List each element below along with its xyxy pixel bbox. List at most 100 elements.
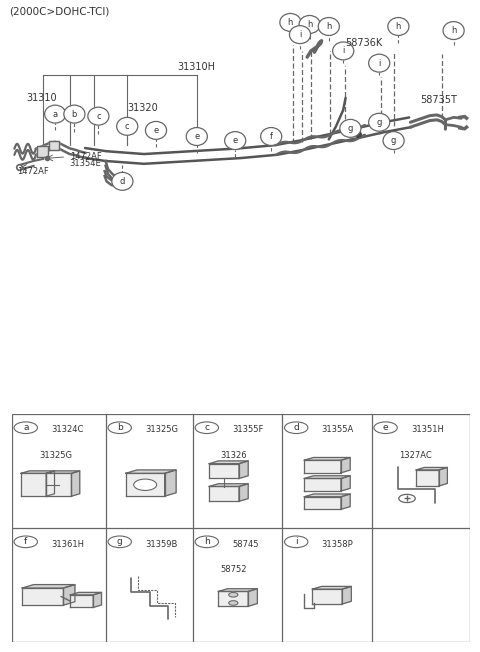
Text: 58735T: 58735T bbox=[420, 95, 457, 105]
Circle shape bbox=[280, 14, 301, 31]
Text: a: a bbox=[53, 110, 58, 119]
Text: c: c bbox=[96, 111, 101, 121]
Text: 31351H: 31351H bbox=[411, 426, 444, 434]
Text: f: f bbox=[270, 132, 273, 141]
Polygon shape bbox=[37, 146, 48, 157]
Text: i: i bbox=[342, 46, 344, 55]
Circle shape bbox=[369, 54, 390, 72]
Circle shape bbox=[14, 536, 37, 548]
Polygon shape bbox=[239, 484, 248, 501]
Circle shape bbox=[117, 117, 138, 136]
Polygon shape bbox=[248, 589, 257, 606]
Polygon shape bbox=[209, 484, 248, 486]
Polygon shape bbox=[63, 585, 75, 605]
Text: 31355A: 31355A bbox=[322, 426, 354, 434]
Text: h: h bbox=[307, 20, 312, 29]
Polygon shape bbox=[304, 460, 341, 473]
Text: g: g bbox=[376, 118, 382, 126]
Text: 31326: 31326 bbox=[221, 451, 247, 460]
Circle shape bbox=[195, 536, 218, 548]
Text: h: h bbox=[288, 18, 293, 27]
Polygon shape bbox=[46, 473, 72, 496]
Text: b: b bbox=[117, 423, 122, 432]
Text: 58752: 58752 bbox=[221, 565, 247, 574]
Text: 58736K: 58736K bbox=[346, 38, 383, 48]
Text: g: g bbox=[348, 124, 353, 133]
Polygon shape bbox=[416, 467, 447, 470]
Polygon shape bbox=[126, 470, 176, 473]
Text: c: c bbox=[125, 122, 130, 131]
Polygon shape bbox=[71, 595, 93, 608]
Polygon shape bbox=[21, 473, 46, 496]
Circle shape bbox=[195, 422, 218, 434]
Polygon shape bbox=[341, 494, 350, 509]
Circle shape bbox=[145, 121, 167, 140]
Polygon shape bbox=[46, 471, 80, 473]
Text: (2000C>DOHC-TCI): (2000C>DOHC-TCI) bbox=[10, 6, 110, 16]
Polygon shape bbox=[22, 585, 75, 588]
Text: 31310H: 31310H bbox=[178, 62, 216, 72]
Polygon shape bbox=[341, 458, 350, 473]
Circle shape bbox=[261, 128, 282, 145]
Text: 58745: 58745 bbox=[232, 540, 259, 548]
Polygon shape bbox=[341, 476, 350, 491]
Polygon shape bbox=[304, 494, 350, 497]
Polygon shape bbox=[93, 593, 101, 608]
Polygon shape bbox=[49, 141, 59, 151]
Text: h: h bbox=[451, 26, 456, 35]
Text: e: e bbox=[233, 136, 238, 145]
Text: f: f bbox=[24, 537, 27, 546]
Text: 31355F: 31355F bbox=[232, 426, 264, 434]
Text: 31358P: 31358P bbox=[322, 540, 353, 548]
Circle shape bbox=[228, 593, 238, 597]
Text: i: i bbox=[295, 537, 298, 546]
Polygon shape bbox=[209, 461, 248, 464]
Text: g: g bbox=[117, 537, 122, 546]
Text: g: g bbox=[391, 136, 396, 145]
Text: c: c bbox=[204, 423, 209, 432]
Circle shape bbox=[14, 422, 37, 434]
Circle shape bbox=[285, 422, 308, 434]
Text: 31325G: 31325G bbox=[145, 426, 178, 434]
Text: e: e bbox=[194, 132, 199, 141]
Polygon shape bbox=[209, 464, 239, 479]
Text: h: h bbox=[204, 537, 210, 546]
Circle shape bbox=[443, 22, 464, 40]
Circle shape bbox=[228, 600, 238, 605]
Circle shape bbox=[383, 132, 404, 149]
Polygon shape bbox=[72, 471, 80, 496]
Polygon shape bbox=[21, 471, 55, 473]
Circle shape bbox=[388, 18, 409, 35]
Circle shape bbox=[369, 113, 390, 131]
Polygon shape bbox=[165, 470, 176, 496]
Text: 1472AF: 1472AF bbox=[70, 153, 101, 162]
Polygon shape bbox=[304, 458, 350, 460]
Polygon shape bbox=[126, 473, 165, 496]
Text: 31325G: 31325G bbox=[39, 451, 72, 460]
Polygon shape bbox=[342, 586, 351, 604]
Text: 31320: 31320 bbox=[127, 103, 158, 113]
Circle shape bbox=[64, 105, 85, 123]
Polygon shape bbox=[304, 497, 341, 509]
Text: 31310: 31310 bbox=[26, 93, 57, 103]
Polygon shape bbox=[218, 589, 257, 591]
Text: e: e bbox=[154, 126, 158, 135]
Polygon shape bbox=[439, 467, 447, 486]
Circle shape bbox=[108, 422, 132, 434]
Text: d: d bbox=[293, 423, 299, 432]
Circle shape bbox=[108, 536, 132, 548]
Circle shape bbox=[299, 16, 320, 33]
Text: 31361H: 31361H bbox=[51, 540, 84, 548]
Circle shape bbox=[88, 107, 109, 125]
Polygon shape bbox=[46, 471, 55, 496]
Text: 1327AC: 1327AC bbox=[399, 451, 432, 460]
Polygon shape bbox=[71, 593, 101, 595]
Text: i: i bbox=[299, 30, 301, 39]
Polygon shape bbox=[416, 470, 439, 486]
Text: b: b bbox=[72, 110, 77, 119]
FancyBboxPatch shape bbox=[12, 414, 470, 642]
Polygon shape bbox=[209, 486, 239, 501]
Polygon shape bbox=[312, 586, 351, 589]
Text: 31324C: 31324C bbox=[51, 426, 84, 434]
Text: h: h bbox=[326, 22, 332, 31]
